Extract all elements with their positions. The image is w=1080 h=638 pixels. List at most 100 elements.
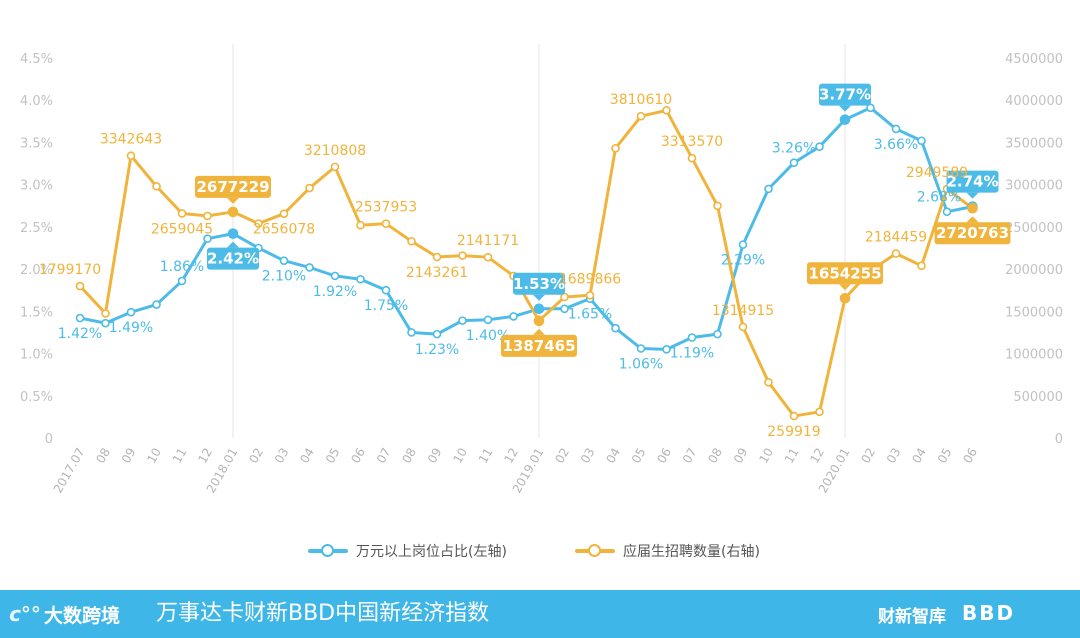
data-label: 3313570: [661, 134, 723, 150]
highlight-lines: [232, 44, 846, 438]
legend-item-right-axis-series[interactable]: 应届生招聘数量(右轴): [575, 538, 760, 564]
label-pointer: [966, 216, 979, 223]
data-point: [560, 292, 569, 302]
label-box: [513, 272, 565, 295]
footer-brand-bbd: BBD: [962, 601, 1016, 625]
data-label: 1.40%: [466, 328, 510, 344]
data-point: [839, 293, 851, 304]
x-tick-label: 08: [93, 446, 113, 466]
data-point: [789, 411, 799, 421]
x-tick-label: 09: [425, 446, 445, 466]
y-right-tick-label: 2500000: [1005, 221, 1063, 236]
data-point: [738, 240, 748, 249]
data-point: [967, 202, 978, 214]
x-tick-label: 09: [119, 446, 139, 466]
y-right-tick-label: 500000: [1013, 390, 1063, 405]
data-point: [942, 207, 952, 216]
boxed-data-label: 1654255: [807, 262, 883, 291]
data-label: 3810610: [610, 92, 672, 108]
x-tick-label: 03: [884, 446, 904, 466]
data-point: [483, 315, 493, 325]
data-point: [227, 206, 239, 218]
data-label: 1.65%: [568, 307, 612, 323]
data-label: 3342643: [100, 132, 162, 148]
data-labels: 1.42% 1.49% 1.86% 2.42%2.10% 1.92% 1.75% 1.23%…: [39, 83, 1011, 440]
label-box: [934, 222, 1011, 245]
legend-label: 万元以上岗位占比(左轴): [356, 544, 507, 560]
x-tick-label: 03: [578, 446, 598, 466]
data-point: [687, 153, 697, 163]
data-point: [458, 251, 467, 260]
data-point: [305, 183, 314, 193]
x-tick-label: 02: [246, 446, 266, 466]
data-label: 1.49%: [109, 320, 153, 336]
label-pointer: [533, 294, 545, 301]
data-point: [917, 136, 926, 146]
data-label: 1654255: [808, 264, 881, 282]
series-points: [75, 103, 978, 421]
data-point: [636, 111, 646, 121]
data-label: 1.92%: [313, 284, 357, 300]
data-point: [432, 329, 442, 339]
x-tick-label: 04: [603, 446, 623, 466]
x-tick-label: 12: [195, 446, 215, 466]
data-label: 1.19%: [670, 346, 714, 362]
data-label: 2720763: [936, 224, 1009, 242]
x-tick-label: 09: [731, 446, 751, 466]
label-box: [207, 247, 259, 270]
x-tick-label: 10: [144, 446, 164, 466]
x-tick-label: 04: [297, 446, 317, 466]
data-label: 2537953: [355, 200, 417, 216]
x-tick-label: 07: [374, 446, 394, 466]
data-point: [585, 291, 595, 300]
data-point: [662, 345, 671, 354]
data-label: 2.68%: [917, 190, 961, 206]
data-label: 2184459: [865, 230, 927, 246]
x-tick-label: 2017.07: [51, 446, 88, 496]
data-point: [891, 124, 901, 134]
footer-logo: ᴄ°° 大数跨境: [6, 596, 120, 632]
data-point: [203, 234, 212, 244]
data-point: [611, 144, 620, 153]
data-label: 1.42%: [58, 326, 102, 342]
boxed-data-label: 1.53%: [513, 272, 565, 301]
x-tick-label: 11: [170, 446, 190, 466]
data-point: [789, 158, 799, 168]
legend-item-left-axis-series[interactable]: 万元以上岗位占比(左轴): [308, 538, 507, 564]
boxed-data-label: 2720763: [934, 216, 1011, 245]
legend-marker-blue-icon: [308, 544, 348, 558]
data-point: [152, 300, 161, 309]
label-pointer: [227, 241, 239, 248]
x-tick-label: 12: [807, 446, 827, 466]
data-point: [458, 316, 467, 325]
data-point: [662, 106, 671, 115]
label-box: [819, 83, 871, 106]
label-pointer: [839, 284, 851, 291]
y-left-tick-label: 2.5%: [20, 221, 53, 236]
label-pointer: [839, 105, 851, 112]
data-point: [254, 219, 263, 228]
data-point: [533, 315, 545, 327]
x-tick-label: 11: [782, 446, 802, 466]
label-pointer: [227, 197, 239, 204]
x-tick-label: 02: [858, 446, 878, 466]
data-label: 1.06%: [619, 356, 663, 372]
data-point: [687, 333, 697, 342]
boxed-data-label: 3.77%: [819, 83, 871, 112]
footer-banner: ᴄ°° 大数跨境 万事达卡财新BBD中国新经济指数 财新智库 BBD: [0, 590, 1080, 638]
data-label: 1.75%: [364, 298, 408, 314]
data-point: [815, 142, 824, 151]
footer-brand-caixin: 财新智库: [878, 607, 946, 627]
y-right-tick-label: 4000000: [1005, 94, 1063, 109]
y-left-tick-label: 3.0%: [20, 179, 53, 194]
data-label: 1314915: [712, 303, 774, 319]
data-point: [381, 219, 391, 228]
y-right-tick-label: 1500000: [1005, 305, 1063, 320]
data-point: [75, 313, 85, 323]
y-right-tick-label: 2000000: [1005, 263, 1063, 278]
data-point: [203, 211, 212, 221]
data-label: 1.86%: [160, 259, 204, 275]
data-label: 2659045: [151, 221, 213, 237]
x-tick-label: 02: [552, 446, 572, 466]
data-point: [305, 263, 314, 272]
